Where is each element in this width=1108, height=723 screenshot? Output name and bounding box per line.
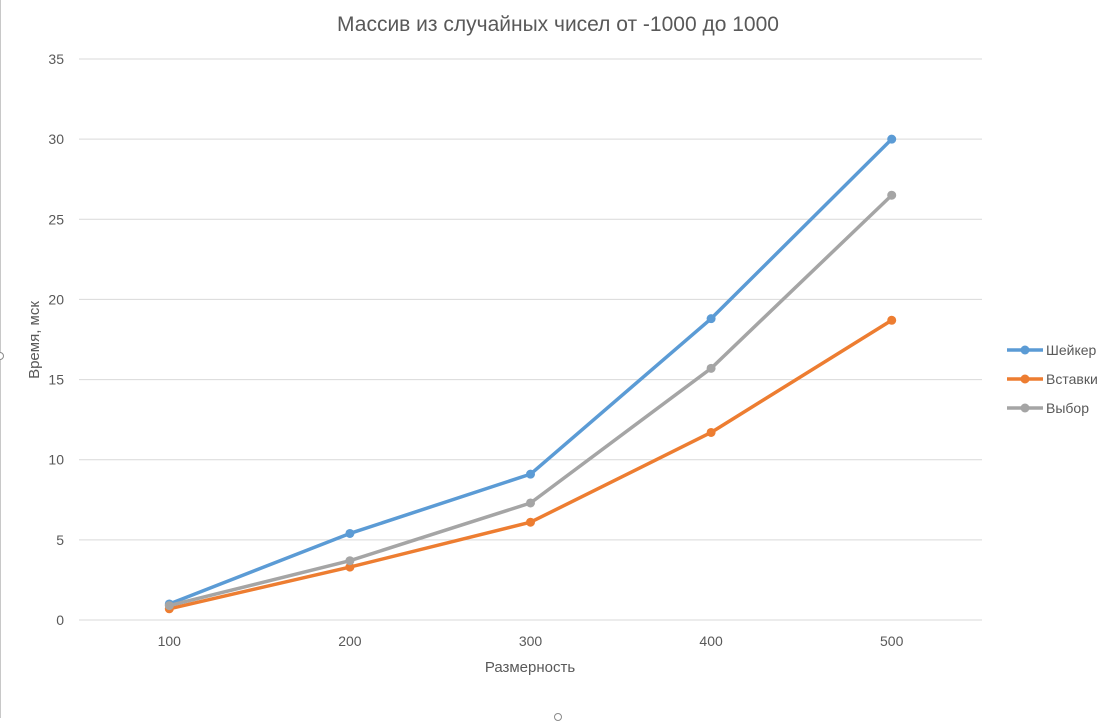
x-tick-label: 400 xyxy=(699,633,723,649)
x-tick-label: 200 xyxy=(338,633,362,649)
series-0 xyxy=(164,134,897,609)
y-tick-label: 15 xyxy=(48,372,64,388)
series-line xyxy=(167,318,894,611)
data-point[interactable] xyxy=(345,556,355,566)
x-tick-label: 300 xyxy=(519,633,543,649)
series-1 xyxy=(164,315,897,614)
x-tick-label: 100 xyxy=(158,633,182,649)
y-tick-label: 5 xyxy=(56,532,64,548)
y-tick-label: 30 xyxy=(48,131,64,147)
legend-item[interactable]: Вставки xyxy=(1007,371,1098,387)
data-point[interactable] xyxy=(526,517,535,527)
data-point[interactable] xyxy=(887,134,897,144)
gridlines xyxy=(79,58,982,621)
series-line xyxy=(167,193,894,608)
legend-label: Выбор xyxy=(1046,400,1089,416)
series-2 xyxy=(164,190,897,611)
data-point[interactable] xyxy=(345,528,355,538)
legend-label: Вставки xyxy=(1046,371,1098,387)
y-tick-label: 35 xyxy=(48,51,64,67)
data-point[interactable] xyxy=(164,601,174,611)
series-line xyxy=(167,137,894,606)
y-axis-ticks: 0 5 10 15 20 25 30 35 xyxy=(48,51,64,628)
x-axis-label: Размерность xyxy=(485,659,576,676)
x-axis-ticks: 100 200 300 400 500 xyxy=(158,633,904,649)
legend-item[interactable]: Выбор xyxy=(1007,400,1089,416)
legend: Шейкер Вставки Выбор xyxy=(1007,342,1098,416)
legend-item[interactable]: Шейкер xyxy=(1007,342,1097,358)
x-tick-label: 500 xyxy=(880,633,904,649)
legend-swatch-marker xyxy=(1020,374,1030,384)
y-tick-label: 0 xyxy=(56,612,64,628)
y-tick-label: 20 xyxy=(48,291,64,307)
data-point[interactable] xyxy=(887,315,897,325)
y-tick-label: 25 xyxy=(48,211,64,227)
legend-label: Шейкер xyxy=(1046,342,1097,358)
data-point[interactable] xyxy=(526,498,535,508)
data-point[interactable] xyxy=(706,363,716,373)
data-point[interactable] xyxy=(706,427,716,437)
chart-title: Массив из случайных чисел от -1000 до 10… xyxy=(337,13,779,36)
series-group xyxy=(164,134,897,614)
y-tick-label: 10 xyxy=(48,452,64,468)
data-point[interactable] xyxy=(706,314,716,324)
legend-swatch-marker xyxy=(1020,403,1030,413)
legend-swatch-marker xyxy=(1020,345,1030,355)
y-axis-label: Время, мск xyxy=(26,301,43,379)
data-point[interactable] xyxy=(345,562,355,572)
data-point[interactable] xyxy=(887,190,897,200)
data-point[interactable] xyxy=(526,469,535,479)
